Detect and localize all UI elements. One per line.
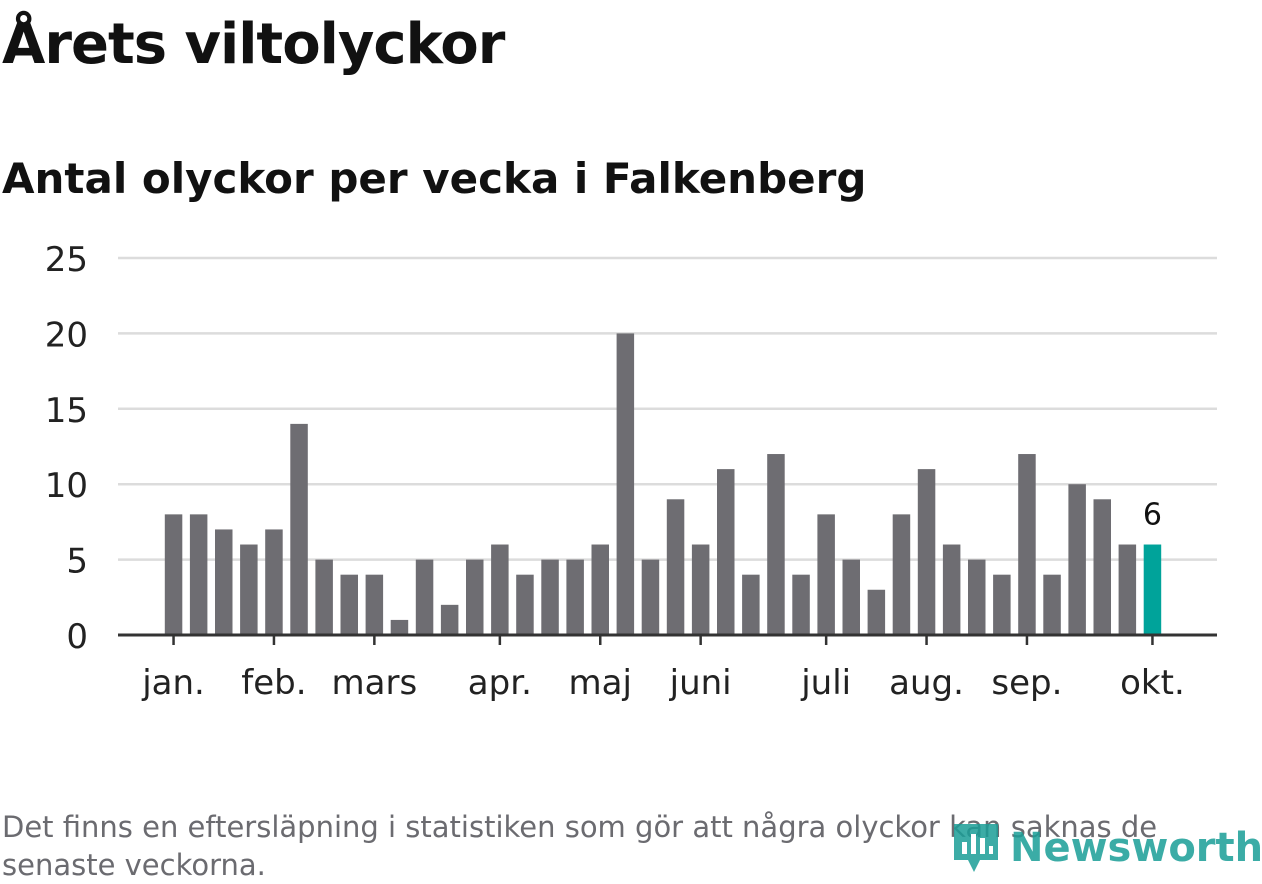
chart-title: Årets viltolyckor: [2, 12, 505, 77]
bar: [516, 574, 534, 635]
x-tick-labels: jan. feb. mars apr. maj juni juli aug. sep. okt.: [141, 635, 1185, 703]
data-labels: 6: [1143, 498, 1162, 533]
bar: [466, 559, 484, 635]
bar: [415, 559, 434, 635]
bar: [365, 574, 384, 635]
y-tick-label: 25: [45, 240, 88, 280]
brand-logo: Newsworthy: [950, 818, 1262, 878]
bar: [164, 514, 183, 635]
bar: [340, 574, 358, 635]
y-tick-label: 10: [45, 466, 88, 506]
bar: [641, 559, 660, 635]
bar: [867, 589, 886, 635]
bar: [842, 559, 860, 635]
y-tick-label: 0: [66, 617, 88, 657]
bar: [742, 574, 760, 635]
bars: [164, 333, 1162, 635]
x-tick-label: mars: [332, 663, 418, 703]
bar: [792, 574, 810, 635]
bar: [265, 529, 283, 635]
y-tick-labels: 0 5 10 15 20 25: [45, 240, 88, 657]
bar: [290, 423, 308, 635]
bar: [1043, 574, 1061, 635]
x-tick-label: apr.: [468, 663, 532, 703]
newsworthy-logo-icon: [954, 824, 998, 872]
bar: [892, 514, 911, 635]
bar: [591, 544, 609, 635]
x-tick-label: maj: [569, 663, 632, 703]
bar: [240, 544, 258, 635]
bar: [616, 333, 635, 635]
bar: [315, 559, 333, 635]
bar: [1068, 484, 1086, 635]
bar: [1093, 499, 1111, 635]
bar: [215, 529, 233, 635]
bar: [767, 454, 785, 635]
y-tick-label: 20: [45, 315, 88, 355]
bar: [993, 574, 1011, 635]
bar: [1018, 454, 1036, 635]
x-tick-label: jan.: [141, 663, 205, 703]
bar: [717, 469, 735, 635]
bar: [942, 544, 961, 635]
bar: [1143, 544, 1162, 635]
bar: [491, 544, 509, 635]
bar: [189, 514, 208, 635]
bar: [968, 559, 986, 635]
y-tick-label: 15: [45, 391, 88, 431]
x-tick-label: aug.: [889, 663, 964, 703]
bar: [541, 559, 559, 635]
bar: [666, 499, 685, 635]
x-tick-label: juli: [800, 663, 851, 703]
x-tick-label: feb.: [241, 663, 306, 703]
bar: [691, 544, 710, 635]
bar: [566, 559, 584, 635]
bar: [390, 619, 409, 635]
brand-name: Newsworthy: [1010, 825, 1262, 871]
y-tick-label: 5: [66, 542, 88, 582]
bar: [440, 604, 459, 635]
bar: [817, 514, 835, 635]
x-tick-label: sep.: [991, 663, 1062, 703]
x-tick-label: okt.: [1120, 663, 1185, 703]
data-label: 6: [1143, 498, 1162, 533]
bar: [1118, 544, 1137, 635]
bar: [917, 469, 936, 635]
x-tick-label: juni: [669, 663, 732, 703]
bar-chart: 0 5 10 15 20 25 jan. feb. mars apr. maj juni juli au…: [45, 240, 1217, 703]
chart-subtitle: Antal olyckor per vecka i Falkenberg: [2, 154, 867, 203]
